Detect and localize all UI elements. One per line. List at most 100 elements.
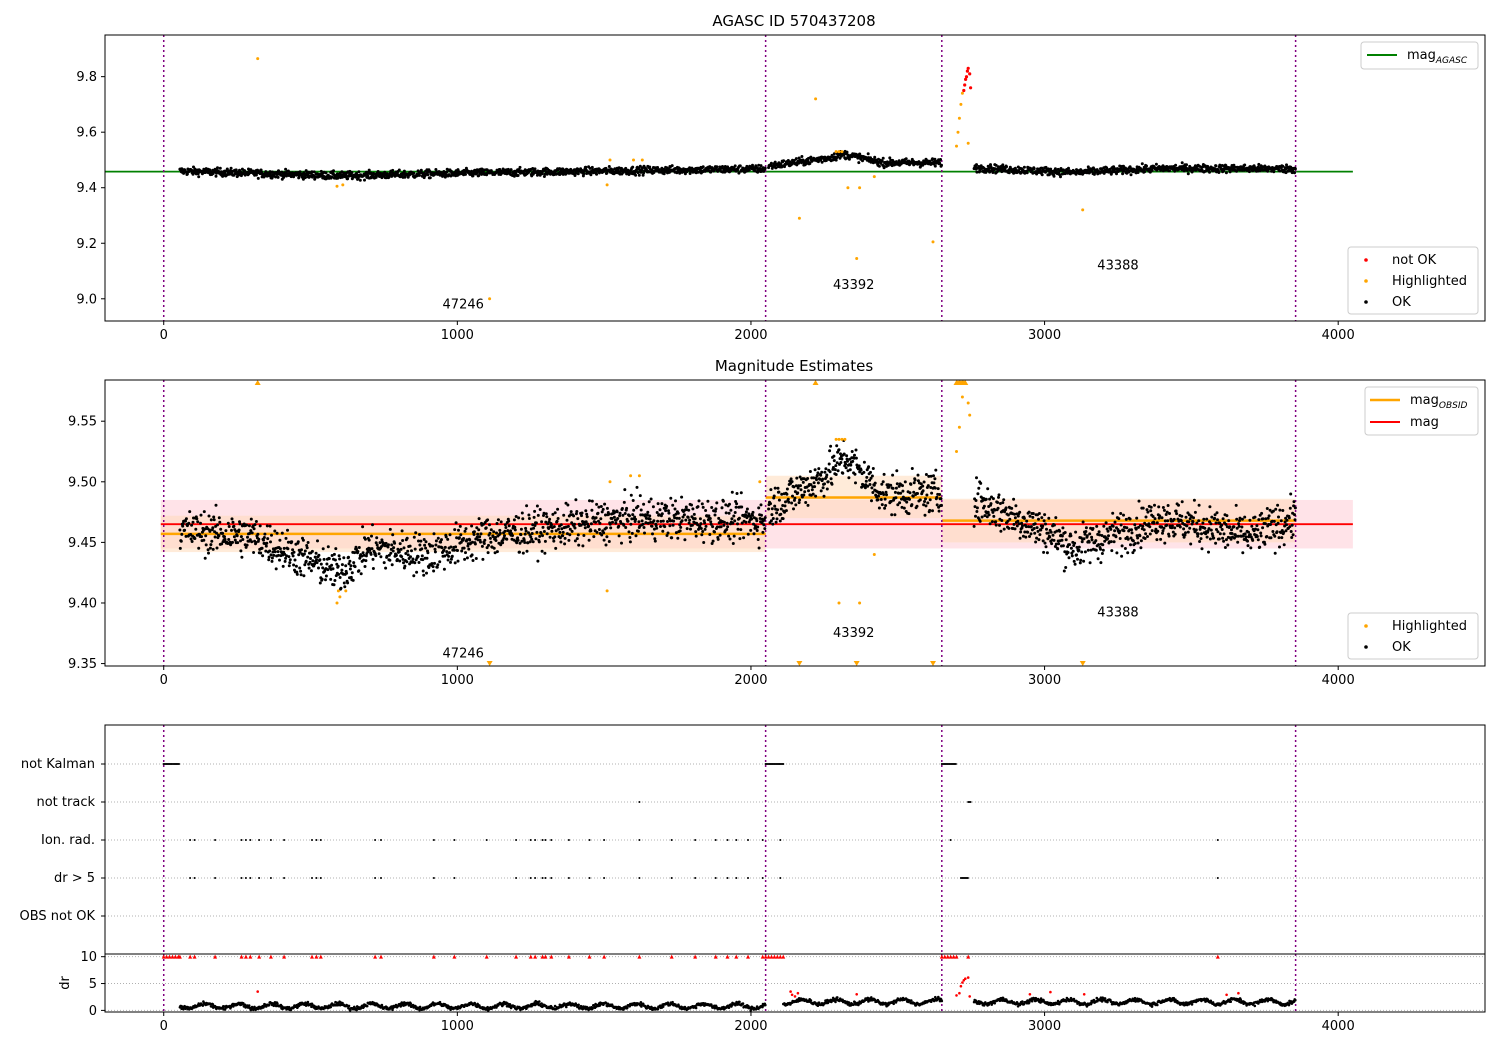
ok-point <box>214 503 218 507</box>
ok-point <box>1187 520 1191 524</box>
ok-point <box>483 538 487 542</box>
ok-point <box>775 511 779 515</box>
ok-point <box>628 540 632 544</box>
ok-point <box>688 518 692 522</box>
ok-point <box>1074 530 1078 534</box>
ok-point <box>650 168 654 172</box>
ok-point <box>206 548 210 552</box>
flag-point <box>453 839 456 841</box>
ok-point <box>805 162 809 165</box>
ok-point <box>623 488 627 492</box>
ok-point <box>332 552 336 556</box>
ok-point <box>1051 533 1055 537</box>
y-tick-label: 9.45 <box>68 536 97 551</box>
obsid-label: 43388 <box>1097 259 1138 274</box>
ok-point <box>1238 519 1241 523</box>
flag-point <box>258 839 261 841</box>
flag-label-dr-gt-5: dr > 5 <box>54 871 95 886</box>
ok-point <box>509 168 513 172</box>
ok-point <box>533 509 537 513</box>
ok-point <box>1212 536 1216 540</box>
y-tick-label: 9.0 <box>76 292 97 307</box>
ok-point <box>470 553 474 557</box>
highlighted-point <box>488 297 492 301</box>
ok-point <box>1061 168 1065 172</box>
ok-point <box>636 529 640 533</box>
flag-point <box>670 877 673 879</box>
dr-clipped-marker <box>213 954 218 959</box>
not-ok-point <box>964 75 969 79</box>
ok-point <box>298 170 302 174</box>
ok-point <box>363 178 366 182</box>
flag-point <box>954 763 957 765</box>
highlighted-point <box>966 401 970 405</box>
ok-point <box>204 534 208 538</box>
obsid-label: 47246 <box>443 298 484 313</box>
ok-point <box>384 566 388 570</box>
ok-point <box>929 474 933 478</box>
ok-point <box>889 483 893 487</box>
dr-clipped-marker <box>167 954 172 959</box>
ok-point <box>250 531 254 535</box>
ok-point <box>790 480 794 484</box>
ok-point <box>1132 548 1136 552</box>
dr-clipped-marker <box>268 954 273 959</box>
ok-point <box>986 510 990 514</box>
ok-point <box>592 535 596 539</box>
ok-point <box>709 520 713 524</box>
ok-point <box>374 175 378 179</box>
ok-point <box>794 484 798 488</box>
ok-point <box>923 513 927 517</box>
ok-point <box>225 167 229 171</box>
ok-point <box>665 504 669 508</box>
ok-point <box>735 492 739 495</box>
ok-point <box>527 531 530 535</box>
ok-point <box>896 503 900 507</box>
ok-point <box>1091 527 1095 530</box>
ok-point <box>901 489 905 493</box>
ok-point <box>996 501 1000 504</box>
ok-point <box>1228 525 1232 529</box>
ok-point <box>653 539 657 543</box>
panel2-legend-mag: magOBSID mag <box>1364 386 1479 436</box>
ok-point <box>706 499 710 503</box>
ok-point <box>857 464 861 468</box>
ok-point <box>493 551 497 555</box>
ok-point <box>1218 532 1222 536</box>
ok-point <box>345 571 349 575</box>
ok-point <box>574 498 578 502</box>
ok-point <box>678 171 682 175</box>
ok-point <box>1162 508 1166 512</box>
dr-clipped-marker <box>1215 954 1220 959</box>
ok-point <box>590 165 594 169</box>
clipped-high-marker <box>812 380 819 385</box>
ok-point <box>425 556 429 560</box>
ok-point <box>286 528 289 532</box>
dr-clipped-marker <box>725 954 730 959</box>
ok-point <box>877 494 880 498</box>
ok-point <box>386 545 390 549</box>
ok-point <box>617 524 621 528</box>
ok-point <box>786 497 790 501</box>
ok-point <box>303 176 307 180</box>
ok-point <box>334 574 338 578</box>
ok-point <box>814 494 818 498</box>
ok-point <box>924 473 928 476</box>
ok-point <box>584 165 588 169</box>
ok-point <box>991 171 995 174</box>
ok-point <box>703 527 707 531</box>
ok-point <box>422 538 426 541</box>
ok-point <box>1166 504 1170 507</box>
ok-point <box>277 553 280 557</box>
ok-point <box>1150 529 1154 533</box>
ok-point <box>285 554 288 558</box>
ok-point <box>1188 526 1192 530</box>
ok-point <box>370 534 373 538</box>
ok-point <box>1102 524 1106 528</box>
ok-point <box>1213 516 1217 520</box>
ok-point <box>1264 517 1268 521</box>
ok-point <box>1207 550 1210 554</box>
ok-point <box>924 497 927 501</box>
ok-point <box>986 487 990 491</box>
